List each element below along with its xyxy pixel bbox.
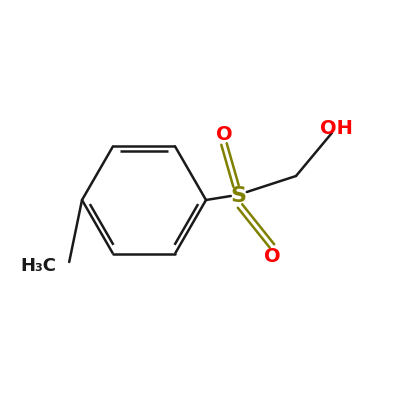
Text: O: O — [264, 246, 280, 266]
Text: O: O — [216, 124, 232, 144]
Text: OH: OH — [320, 118, 352, 138]
Text: H₃C: H₃C — [20, 257, 56, 275]
Text: S: S — [230, 186, 246, 206]
